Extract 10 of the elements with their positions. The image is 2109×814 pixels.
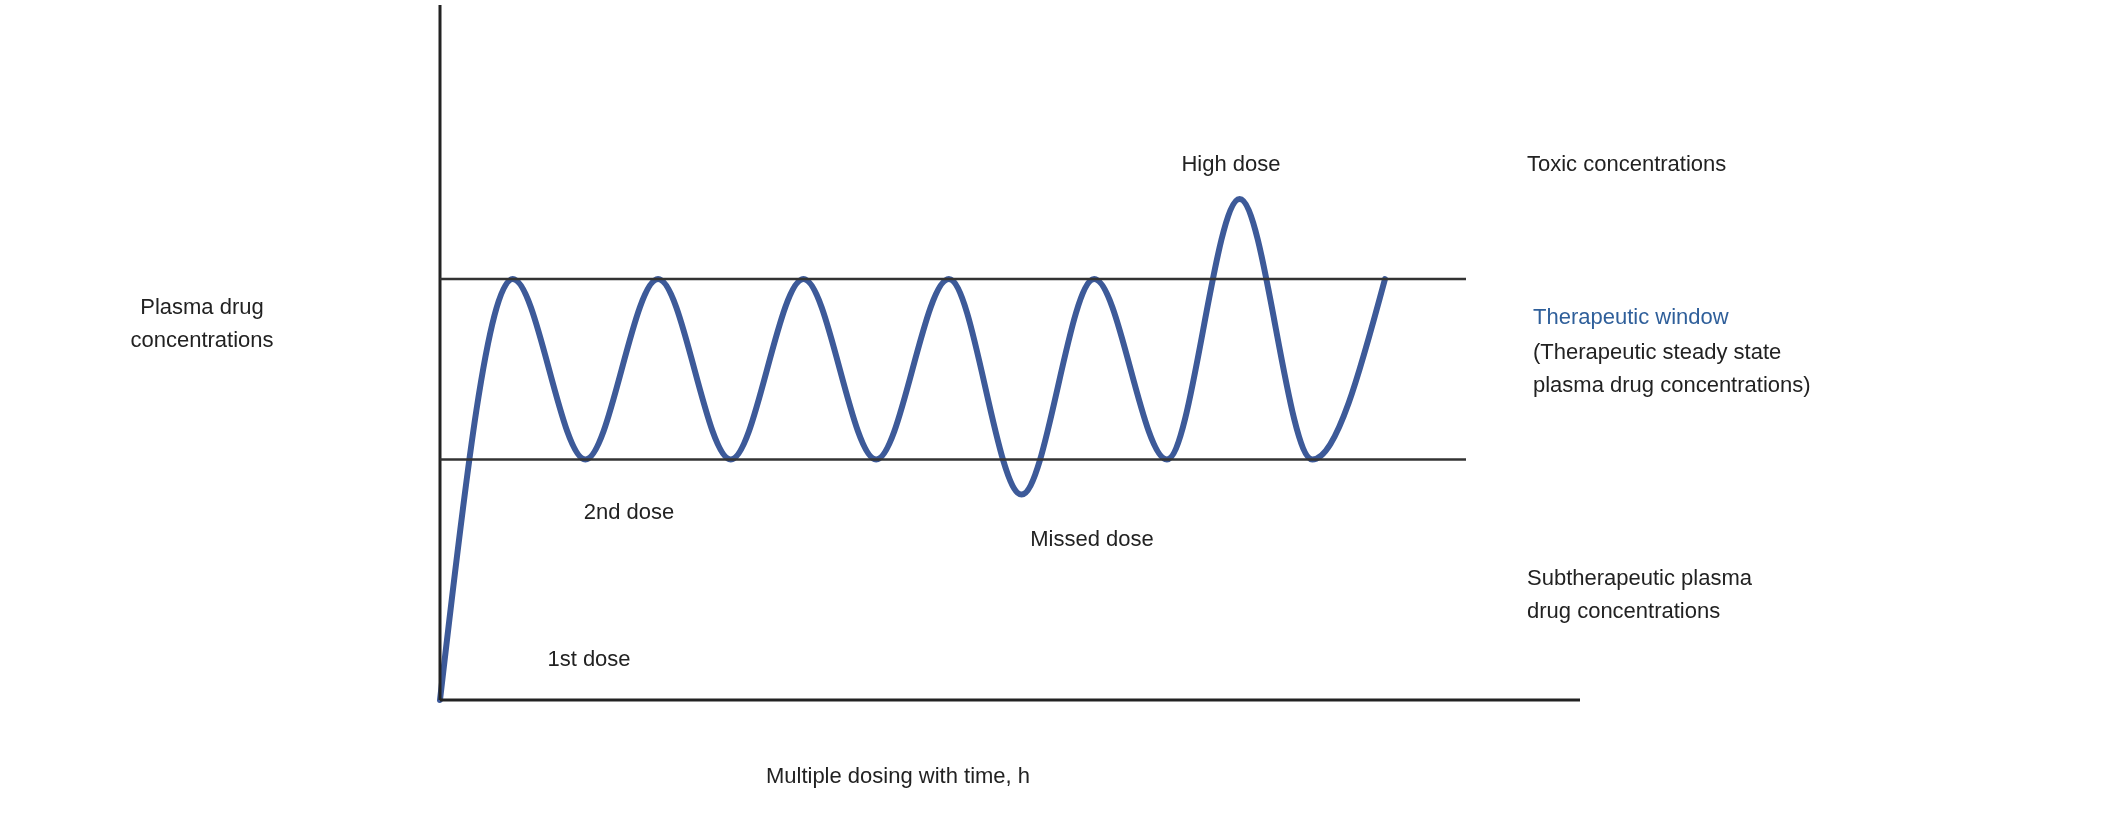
- annotation: Missed dose: [1030, 526, 1154, 551]
- text: (Therapeutic steady state plasma drug concentrations): [1533, 339, 1811, 397]
- annotation: 1st dose: [547, 646, 631, 671]
- x-axis-title: Multiple dosing with time, h: [765, 763, 1031, 788]
- text: Subtherapeutic plasma drug concentrations: [1527, 565, 1753, 623]
- text: Plasma drug concentrations: [130, 294, 274, 352]
- text: Therapeutic window: [1533, 304, 1729, 329]
- text: High dose: [1181, 151, 1281, 176]
- text: Toxic concentrations: [1527, 151, 1727, 176]
- annotation: 2nd dose: [583, 499, 675, 524]
